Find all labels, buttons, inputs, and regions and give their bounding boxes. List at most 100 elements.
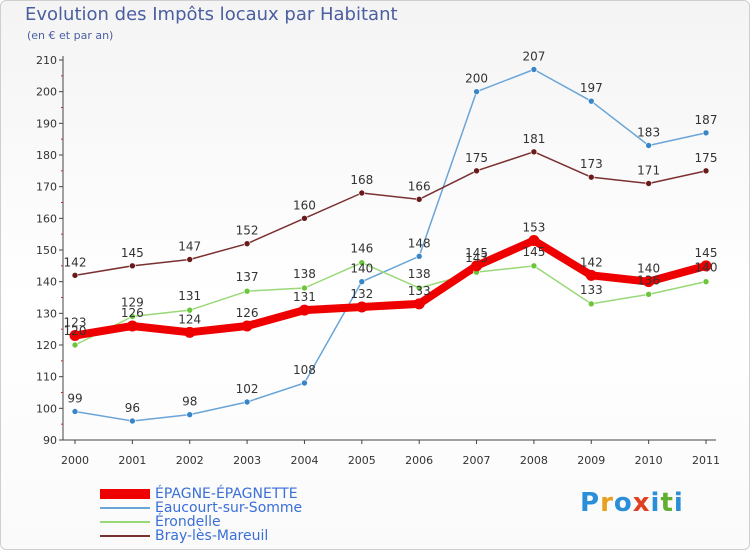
data-label: 140: [350, 262, 373, 276]
y-tick-label: 120: [36, 339, 57, 352]
x-tick-label: 2007: [463, 454, 491, 467]
data-point: [645, 291, 652, 298]
data-label: 99: [67, 392, 82, 406]
x-tick-label: 2006: [405, 454, 433, 467]
x-tick-label: 2000: [61, 454, 89, 467]
data-label: 142: [64, 255, 87, 269]
y-tick-label: 100: [36, 402, 57, 415]
data-point: [298, 304, 310, 316]
data-point: [69, 330, 81, 341]
data-point: [301, 284, 308, 292]
data-label: 171: [637, 164, 660, 178]
data-label: 131: [293, 290, 316, 304]
legend-label: Eaucourt-sur-Somme: [155, 500, 303, 516]
data-label: 137: [236, 270, 259, 284]
y-tick-label: 160: [36, 212, 57, 225]
data-point: [415, 253, 423, 260]
data-label: 173: [580, 157, 603, 171]
data-label: 181: [522, 132, 545, 146]
data-point: [358, 189, 366, 197]
x-tick-label: 2005: [348, 454, 376, 467]
data-point: [530, 66, 538, 73]
data-point: [186, 411, 194, 418]
data-point: [702, 278, 710, 285]
data-point: [126, 320, 138, 332]
chart-subtitle: (en € et par an): [27, 29, 114, 42]
data-label: 108: [293, 363, 316, 377]
y-tick-label: 110: [36, 371, 57, 384]
x-tick-label: 2004: [290, 454, 318, 467]
data-label: 153: [522, 221, 545, 235]
data-label: 146: [350, 242, 373, 256]
data-label: 143: [465, 251, 488, 265]
x-tick-label: 2010: [635, 454, 663, 467]
data-label: 133: [408, 284, 431, 298]
data-label: 123: [64, 316, 87, 330]
data-point: [702, 167, 710, 175]
logo-letter: t: [660, 488, 674, 518]
data-point: [415, 196, 423, 203]
data-point: [301, 379, 308, 387]
logo-letter: i: [650, 488, 661, 518]
y-tick-label: 180: [36, 149, 57, 162]
data-point: [587, 300, 595, 308]
data-point: [587, 173, 595, 181]
data-point: [645, 180, 652, 187]
data-point: [241, 320, 253, 332]
data-label: 160: [293, 198, 316, 212]
data-label: 142: [580, 255, 603, 269]
data-label: 183: [637, 126, 660, 140]
data-label: 200: [465, 72, 488, 86]
data-label: 133: [580, 283, 603, 297]
data-label: 98: [182, 395, 197, 409]
data-label: 147: [178, 240, 201, 254]
data-label: 140: [695, 261, 718, 275]
y-tick-label: 170: [36, 181, 57, 194]
data-label: 207: [522, 50, 545, 64]
data-label: 152: [236, 224, 259, 238]
legend-label: ÉPAGNE-ÉPAGNETTE: [155, 486, 298, 502]
data-point: [186, 306, 194, 314]
data-point: [301, 215, 308, 222]
data-label: 126: [236, 306, 259, 320]
data-point: [356, 301, 368, 313]
data-label: 175: [695, 151, 718, 165]
logo-letter: x: [632, 488, 651, 518]
logo-letter: o: [613, 488, 633, 518]
data-label: 148: [408, 236, 431, 250]
series-line: [74, 68, 707, 422]
data-label: 187: [695, 113, 718, 127]
data-point: [71, 272, 79, 279]
x-tick-label: 2008: [520, 454, 548, 467]
data-point: [473, 167, 480, 175]
data-label: 197: [580, 81, 603, 95]
series-line: [71, 236, 710, 340]
data-label: 131: [178, 289, 201, 303]
data-label: 129: [121, 296, 144, 310]
logo-letter: P: [580, 488, 601, 518]
data-label: 138: [293, 267, 316, 281]
data-point: [184, 326, 196, 338]
series-line: [74, 151, 707, 277]
data-point: [645, 142, 652, 149]
data-point: [528, 235, 540, 246]
y-tick-label: 130: [36, 307, 57, 320]
data-point: [643, 276, 655, 288]
y-tick-label: 90: [43, 434, 57, 447]
y-tick-label: 190: [36, 117, 57, 130]
data-point: [71, 341, 79, 349]
y-tick-label: 150: [36, 244, 57, 257]
y-tick-label: 140: [36, 276, 57, 289]
x-tick-label: 2009: [577, 454, 605, 467]
data-point: [530, 262, 538, 270]
data-point: [585, 269, 597, 281]
data-label: 132: [350, 287, 373, 301]
data-point: [358, 278, 366, 285]
data-point: [243, 240, 251, 247]
x-tick-label: 2003: [233, 454, 261, 467]
data-point: [186, 256, 194, 263]
data-label: 126: [121, 306, 144, 320]
x-tick-label: 2002: [176, 454, 204, 467]
